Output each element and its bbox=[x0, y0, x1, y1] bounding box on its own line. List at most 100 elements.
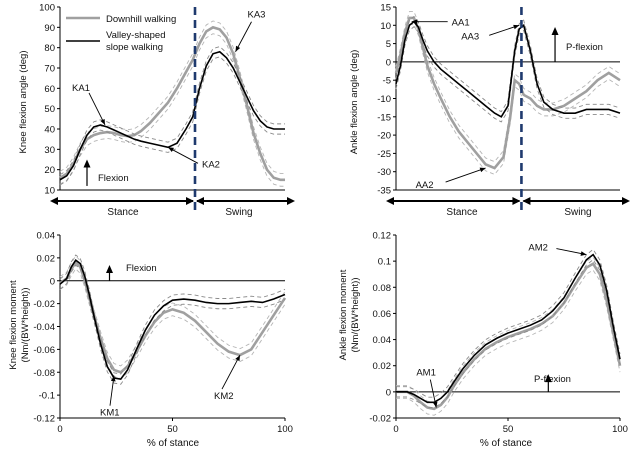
ankle-angle-series-downhill bbox=[394, 16, 621, 170]
annotation-aa1: AA1 bbox=[452, 18, 470, 29]
knee-angle-panel: Knee flexion angle (deg) Stance Swing Fl… bbox=[18, 3, 295, 218]
ankle-angle-ytick-label: -30 bbox=[377, 167, 391, 178]
ankle-moment-ytick-label: 0 bbox=[386, 387, 391, 398]
annotation-km1: KM1 bbox=[100, 408, 120, 419]
ankle-moment-series-0-sd-lower bbox=[396, 269, 621, 416]
ankle-angle-series-0-sd-lower bbox=[395, 23, 621, 175]
ankle-angle-swing-arrow-right bbox=[622, 197, 630, 205]
knee-angle-series-downhill bbox=[59, 25, 285, 182]
knee-angle-ytick-label: 10 bbox=[44, 186, 55, 197]
knee-moment-ytick-label: -0.06 bbox=[33, 345, 55, 356]
ankle-moment-pflexion-label: P-flexion bbox=[534, 374, 571, 385]
knee-angle-series-0-sd-upper bbox=[59, 20, 285, 174]
knee-moment-xtick-label: 100 bbox=[277, 424, 293, 435]
ankle-angle-ytick-label: -15 bbox=[377, 112, 391, 123]
ankle-angle-series-valley bbox=[395, 20, 621, 118]
annotation-leader-aa2 bbox=[445, 167, 486, 183]
knee-moment-ytick-label: 0.04 bbox=[37, 231, 56, 242]
ankle-moment-ytick-label: 0.12 bbox=[373, 231, 392, 242]
ankle-angle-stance-arrow-left bbox=[386, 197, 394, 205]
knee-angle-series-1-sd-lower bbox=[59, 56, 285, 186]
legend-label-downhill: Downhill walking bbox=[106, 14, 176, 25]
ankle-moment-ytick-label: 0.08 bbox=[373, 283, 392, 294]
annotation-arrowhead-am1 bbox=[432, 401, 438, 408]
ankle-angle-stance-arrow-right bbox=[512, 197, 521, 205]
ankle-angle-swing-label: Swing bbox=[564, 207, 591, 218]
ankle-moment-ytick-label: 0.06 bbox=[373, 309, 392, 320]
knee-angle-ylabel: Knee flexion angle (deg) bbox=[18, 51, 29, 154]
ankle-moment-series-1-sd-upper bbox=[396, 248, 621, 398]
ankle-moment-xtick-label: 50 bbox=[503, 424, 514, 435]
annotation-aa2: AA2 bbox=[416, 180, 434, 191]
ankle-angle-swing-arrow-left bbox=[522, 197, 531, 205]
annotation-leader-ka1 bbox=[88, 92, 106, 126]
knee-angle-ytick-label: 70 bbox=[44, 64, 55, 75]
knee-angle-ytick-label: 40 bbox=[44, 125, 55, 136]
annotation-arrowhead-km2 bbox=[235, 355, 240, 362]
annotation-km2: KM2 bbox=[214, 391, 234, 402]
knee-moment-series-downhill bbox=[59, 260, 287, 374]
knee-moment-panel: Knee flexion moment (Nm/(BW*height)) % o… bbox=[8, 231, 293, 450]
ankle-angle-ytick-label: -5 bbox=[383, 76, 391, 87]
knee-angle-swing-arrow-right bbox=[287, 197, 295, 205]
annotation-arrowhead-aa2 bbox=[479, 167, 486, 173]
knee-moment-xtick-label: 50 bbox=[167, 424, 178, 435]
ankle-moment-xtick-label: 100 bbox=[612, 424, 628, 435]
knee-moment-ytick-label: -0.02 bbox=[33, 299, 55, 310]
knee-angle-series-0-sd-lower bbox=[59, 33, 285, 187]
annotation-ka3: KA3 bbox=[248, 10, 266, 21]
annotation-arrowhead-ka3 bbox=[235, 45, 241, 52]
knee-angle-ytick-label: 60 bbox=[44, 84, 55, 95]
ankle-moment-xtick-label: 0 bbox=[393, 424, 398, 435]
knee-moment-ytick-label: -0.08 bbox=[33, 368, 55, 379]
ankle-moment-ytick-label: 0.04 bbox=[373, 335, 392, 346]
annotation-arrowhead-aa1 bbox=[411, 19, 418, 24]
ankle-angle-ytick-label: 0 bbox=[386, 57, 391, 68]
ankle-moment-series-0-sd-upper bbox=[396, 256, 621, 403]
knee-moment-xlabel: % of stance bbox=[147, 438, 200, 449]
ankle-moment-ylabel-line2: (Nm/(BW*height)) bbox=[350, 278, 361, 353]
annotation-aa3: AA3 bbox=[461, 31, 479, 42]
knee-angle-swing-label: Swing bbox=[225, 207, 252, 218]
ankle-angle-ytick-label: -20 bbox=[377, 131, 391, 142]
legend-label-valley-line2: slope walking bbox=[106, 42, 163, 53]
ankle-moment-series-1-sd-lower bbox=[396, 259, 621, 408]
ankle-moment-flexion-arrow-head bbox=[544, 374, 552, 383]
knee-angle-swing-arrow-left bbox=[196, 197, 204, 205]
annotation-arrowhead-km1 bbox=[110, 375, 116, 382]
knee-angle-flexion-label: Flexion bbox=[98, 173, 129, 184]
ankle-angle-ytick-label: -10 bbox=[377, 94, 391, 105]
ankle-angle-panel: Ankle flexion angle (deg) Stance Swing P… bbox=[349, 3, 630, 218]
knee-moment-series-valley bbox=[59, 259, 286, 380]
ankle-angle-ytick-label: -25 bbox=[377, 149, 391, 160]
annotation-arrowhead-ka2 bbox=[168, 147, 174, 152]
knee-angle-stance-label: Stance bbox=[107, 207, 139, 218]
ankle-moment-xlabel: % of stance bbox=[480, 438, 533, 449]
annotation-leader-km2 bbox=[221, 354, 241, 390]
knee-moment-series-1-sd-upper bbox=[59, 254, 286, 375]
ankle-moment-series-downhill bbox=[396, 262, 622, 411]
annotation-arrowhead-aa3 bbox=[513, 24, 520, 30]
ankle-angle-ytick-label: 10 bbox=[380, 21, 391, 32]
knee-moment-series-0-sd-lower bbox=[59, 268, 286, 380]
ankle-angle-flexion-arrow-head bbox=[551, 26, 559, 35]
annotation-am2: AM2 bbox=[528, 243, 548, 254]
knee-angle-ytick-label: 20 bbox=[44, 165, 55, 176]
knee-moment-xtick-label: 0 bbox=[57, 424, 62, 435]
knee-angle-ytick-label: 90 bbox=[44, 23, 55, 34]
annotation-arrowhead-ka1 bbox=[100, 118, 105, 125]
annotation-leader-ka2 bbox=[167, 146, 199, 164]
knee-moment-series-1-sd-lower bbox=[59, 264, 286, 385]
knee-angle-flexion-arrow-head bbox=[83, 159, 91, 168]
ankle-moment-series-valley bbox=[396, 253, 621, 404]
knee-moment-ylabel-line1: Knee flexion moment bbox=[8, 280, 19, 370]
annotation-leader-ka3 bbox=[235, 21, 252, 52]
annotation-arrowhead-am2 bbox=[580, 251, 587, 256]
ankle-moment-ytick-label: -0.02 bbox=[369, 414, 391, 425]
knee-angle-ytick-label: 80 bbox=[44, 43, 55, 54]
ankle-angle-ytick-label: 15 bbox=[380, 3, 391, 14]
ankle-angle-pflexion-label: P-flexion bbox=[566, 42, 603, 53]
knee-moment-ytick-label: -0.1 bbox=[39, 391, 55, 402]
ankle-moment-panel: Ankle flexion moment (Nm/(BW*height)) % … bbox=[338, 231, 628, 450]
